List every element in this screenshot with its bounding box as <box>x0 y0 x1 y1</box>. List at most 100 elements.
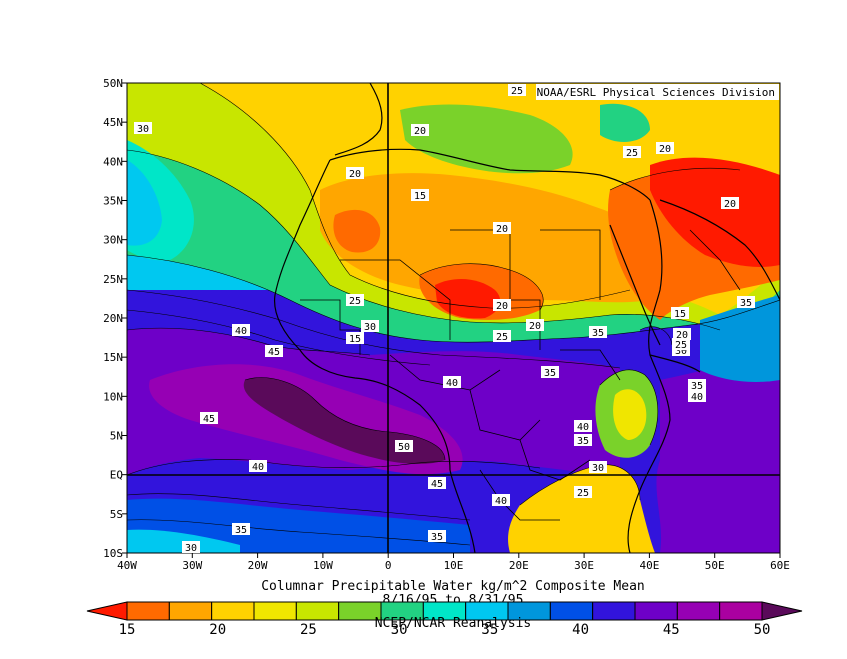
contour-label-bg <box>508 84 526 96</box>
lon-tick-label: 40E <box>639 559 659 572</box>
lon-tick-label: 10E <box>444 559 464 572</box>
contour-label: 50 <box>395 440 413 453</box>
contour-label: 15 <box>671 307 689 320</box>
contour-label: 25 <box>493 330 511 343</box>
contour-label-bg <box>493 222 511 234</box>
contour-label-text: 20 <box>496 224 508 235</box>
contour-label: 40 <box>232 324 250 337</box>
lat-tick-label: EQ <box>110 469 123 482</box>
latitude-axis: 50N 45N 40N 35N 30N 25N 20N 15N 10N 5N EQ 5S 10S <box>103 77 127 560</box>
contour-50 <box>244 377 446 461</box>
field-band-12-arabia <box>650 157 780 267</box>
colorbar-label: 15 <box>119 622 136 638</box>
contour-label-text: 40 <box>235 326 247 337</box>
contour-label-text: 40 <box>252 462 264 473</box>
contour-label: 40 <box>492 494 510 507</box>
contour-label-text: 30 <box>137 124 149 135</box>
contour-label-bg <box>346 332 364 344</box>
contour-label-bg <box>232 324 250 336</box>
field-band-45-east <box>656 355 780 553</box>
colorbar-swatch <box>126 601 170 621</box>
lat-tick-label: 15N <box>103 351 123 364</box>
contour-label-bg <box>428 530 446 542</box>
coastline-red-sea <box>609 224 661 346</box>
contour-label-text: 15 <box>414 191 426 202</box>
lat-tick-label: 10S <box>103 547 123 560</box>
contour-label-bg <box>346 167 364 179</box>
lon-tick-label: 0 <box>385 559 392 572</box>
colorbar-label: 50 <box>754 622 771 638</box>
contour-label-text: 25 <box>675 340 687 351</box>
contour-label-text: 15 <box>674 309 686 320</box>
lon-tick-label: 10W <box>313 559 333 572</box>
colorbar-swatch <box>549 601 594 621</box>
contour-label-bg <box>411 189 429 201</box>
colorbar-swatch <box>719 601 763 621</box>
contour-label-text: 20 <box>676 330 688 341</box>
coastline-arabia <box>659 199 780 301</box>
field-dry-east-africa-core <box>613 389 647 440</box>
contour-label-text: 15 <box>349 334 361 345</box>
contour-label-text: 50 <box>398 442 410 453</box>
lon-tick-label: 30E <box>574 559 594 572</box>
contour-label-text: 30 <box>185 543 197 554</box>
lat-tick-label: 10N <box>103 390 123 403</box>
contour-label: 30 <box>134 122 152 135</box>
lon-tick-label: 30W <box>182 559 202 572</box>
contour-45-north <box>127 327 371 356</box>
map-title: Columnar Precipitable Water kg/m^2 Compo… <box>261 579 645 594</box>
contour-label: 25 <box>508 84 526 97</box>
contour-label: 20 <box>493 222 511 235</box>
contour-40-north <box>127 309 431 366</box>
contour-east-africa <box>599 369 659 446</box>
contour-label-text: 20 <box>529 321 541 332</box>
border-8 <box>479 469 560 521</box>
contour-label-bg <box>493 299 511 311</box>
contour-label-bg <box>673 328 691 340</box>
contour-red-sea <box>639 326 673 346</box>
contour-label-bg <box>656 142 674 154</box>
contour-label-text: 40 <box>495 496 507 507</box>
contour-label: 40 <box>249 460 267 473</box>
lat-tick-label: 35N <box>103 195 123 208</box>
contour-label: 35 <box>688 379 706 392</box>
lat-tick-label: 40N <box>103 155 123 168</box>
contour-label-bg <box>134 122 152 134</box>
contour-label-bg <box>672 338 690 350</box>
contour-label: 20 <box>493 299 511 312</box>
contour-label-text: 25 <box>496 332 508 343</box>
contour-label-bg <box>428 477 446 489</box>
contour-label-text: 25 <box>349 296 361 307</box>
contour-label-text: 45 <box>268 347 280 358</box>
contour-label-bg <box>411 124 429 136</box>
lat-tick-label: 45N <box>103 116 123 129</box>
contour-label-bg <box>541 366 559 378</box>
field-arabian-sea-moist <box>700 295 780 382</box>
contour-15-arabia <box>609 167 741 191</box>
contour-label-text: 40 <box>446 378 458 389</box>
map-subtitle-source: NCEP/NCAR Reanalysis <box>375 616 532 631</box>
contour-label-text: 20 <box>724 199 736 210</box>
contour-label-text: 35 <box>431 532 443 543</box>
filled-contour-field <box>127 83 780 553</box>
contour-label-bg <box>346 294 364 306</box>
colorbar-swatch <box>211 601 255 621</box>
contour-label-bg <box>200 412 218 424</box>
contour-label-text: 25 <box>626 148 638 159</box>
contour-label-text: 20 <box>496 301 508 312</box>
contour-label: 40 <box>443 376 461 389</box>
field-dry-south-africa <box>508 464 655 553</box>
contour-label-bg <box>574 420 592 432</box>
field-atlantic-moist-core <box>127 160 162 246</box>
field-red-sea-moist <box>640 326 672 361</box>
lat-tick-label: 5N <box>110 430 123 443</box>
border-6 <box>469 389 541 441</box>
contour-label-bg <box>361 320 379 332</box>
colorbar-swatch <box>295 601 340 621</box>
colorbar-swatch <box>253 601 297 621</box>
contour-label: 15 <box>346 332 364 345</box>
contour-label-text: 25 <box>577 488 589 499</box>
field-black-sea-moist <box>600 103 650 142</box>
colorbar-swatch <box>592 601 636 621</box>
contour-label-bg <box>443 376 461 388</box>
